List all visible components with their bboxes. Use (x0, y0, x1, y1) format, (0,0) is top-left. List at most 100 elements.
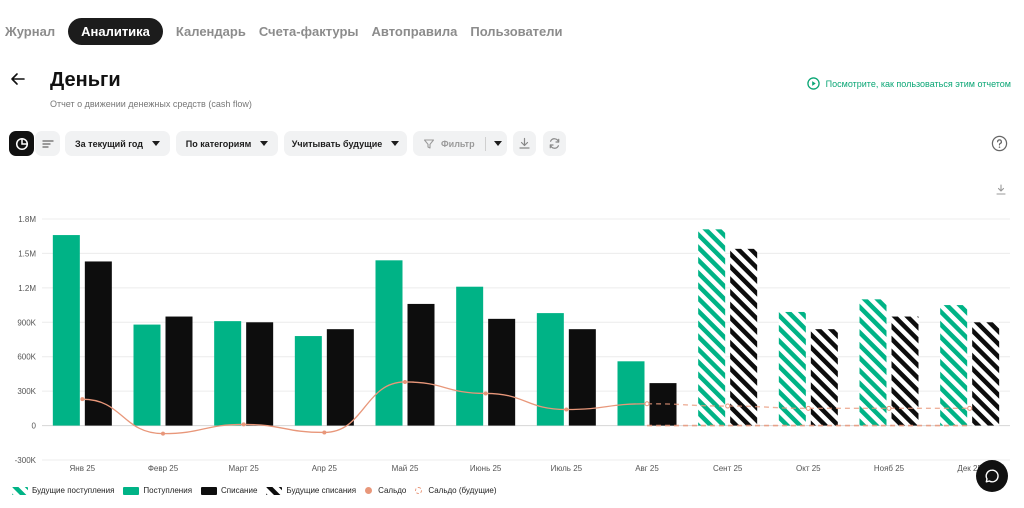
legend-label: Будущие списания (286, 486, 357, 495)
x-tick-label: Февр 25 (148, 464, 179, 473)
download-icon (519, 137, 530, 149)
hatch-green-swatch (12, 486, 28, 495)
legend-label: Сальдо (будущие) (428, 486, 497, 495)
download-button[interactable] (513, 131, 536, 156)
divider (484, 136, 486, 151)
chevron-down-icon (391, 141, 400, 146)
point-balance (322, 430, 327, 435)
bar-expense (246, 322, 274, 426)
legend-item-income[interactable]: Поступления (123, 486, 192, 495)
x-tick-label: Нояб 25 (874, 464, 905, 473)
refresh-button[interactable] (543, 131, 566, 156)
top-nav: Журнал Аналитика Календарь Счета-фактуры… (0, 18, 576, 45)
refresh-icon (549, 138, 560, 149)
x-tick-label: Апр 25 (312, 464, 338, 473)
bar-income-future (859, 299, 887, 426)
bar-income (456, 286, 484, 426)
period-dropdown[interactable]: За текущий год (65, 131, 170, 156)
bar-expense (568, 329, 596, 426)
line-balance (82, 381, 648, 435)
bar-expense (84, 261, 112, 426)
y-tick-label: -300K (15, 456, 37, 465)
bar-expense-future (810, 329, 838, 426)
point-balance (403, 379, 407, 384)
cash-flow-chart: -300K 0 300K 600K 900K 1.2M 1.5M 1.8M Янв 25 Фев… (15, 184, 1010, 473)
bar-income (294, 336, 322, 426)
y-tick-label: 1.8M (18, 215, 36, 224)
legend-label: Списание (221, 486, 258, 495)
bar-expense-future (891, 316, 919, 426)
x-tick-label: Май 25 (392, 464, 419, 473)
how-to-use-link[interactable]: Посмотрите, как пользоваться этим отчето… (806, 77, 1011, 90)
filter-label: Фильтр (441, 138, 475, 149)
tab-analytics[interactable]: Аналитика (68, 18, 163, 45)
bar-income (52, 235, 80, 426)
chevron-down-icon (493, 141, 502, 146)
chart-view-button[interactable] (9, 131, 34, 156)
bar-expense (649, 383, 677, 426)
pie-chart-icon (15, 137, 28, 150)
x-tick-label: Март 25 (229, 464, 260, 473)
point-balance-future (805, 405, 811, 411)
bar-expense (326, 329, 354, 426)
y-tick-label: 1.5M (18, 249, 36, 258)
tab-autorules[interactable]: Автоправила (371, 24, 458, 39)
legend-item-expense[interactable]: Списание (201, 486, 257, 495)
tab-users[interactable]: Пользователи (470, 24, 563, 39)
point-balance (483, 391, 488, 396)
future-dropdown[interactable]: Учитывать будущие (284, 131, 407, 156)
bar-expense (407, 303, 435, 426)
tab-invoices[interactable]: Счета-фактуры (258, 24, 359, 39)
bar-income-future (940, 305, 968, 426)
bar-income (375, 260, 403, 426)
legend-label: Будущие поступления (32, 486, 115, 495)
x-tick-label: Дек 25 (957, 464, 982, 473)
x-tick-label: Авг 25 (635, 464, 659, 473)
legend-item-future-expense[interactable]: Будущие списания (266, 486, 356, 495)
bar-income (214, 321, 242, 426)
page-subtitle: Отчет о движении денежных средств (cash … (50, 99, 252, 109)
page-title: Деньги (50, 69, 121, 91)
toolbar: За текущий год По категориям Учитывать б… (9, 131, 1012, 156)
play-circle-icon (806, 77, 820, 90)
bar-expense (165, 316, 193, 426)
chart-legend: Будущие поступления Поступления Списание… (12, 486, 506, 495)
bar-income (133, 324, 161, 426)
y-tick-label: 900K (17, 318, 36, 327)
help-icon[interactable] (991, 135, 1008, 152)
legend-item-balance[interactable]: Сальдо (365, 486, 406, 495)
back-arrow-icon[interactable] (9, 70, 27, 88)
point-balance-future (725, 403, 731, 409)
funnel-icon (423, 138, 435, 149)
y-tick-label: 300K (17, 387, 36, 396)
black-swatch (201, 486, 218, 495)
legend-label: Поступления (143, 486, 193, 495)
point-balance-future (886, 405, 892, 411)
grouping-dropdown[interactable]: По категориям (176, 131, 278, 156)
chat-button[interactable] (976, 460, 1008, 492)
y-tick-label: 0 (32, 422, 37, 431)
period-label: За текущий год (75, 138, 143, 149)
tab-calendar[interactable]: Календарь (175, 24, 246, 39)
point-balance-future (644, 401, 650, 407)
legend-item-balance-future[interactable]: Сальдо (будущие) (415, 486, 497, 495)
y-tick-label: 1.2M (18, 284, 36, 293)
bar-expense-future (972, 322, 1000, 426)
orange-dot-swatch (365, 487, 373, 494)
how-to-use-label: Посмотрите, как пользоваться этим отчето… (825, 78, 1011, 89)
hatch-black-swatch (266, 486, 283, 495)
x-tick-label: Окт 25 (796, 464, 821, 473)
filter-button[interactable]: Фильтр (413, 131, 507, 156)
x-tick-label: Июль 25 (551, 464, 583, 473)
point-balance (564, 407, 569, 412)
x-tick-label: Сент 25 (713, 464, 743, 473)
lines-icon (41, 139, 54, 148)
legend-item-future-income[interactable]: Будущие поступления (12, 486, 114, 495)
x-tick-label: Янв 25 (70, 464, 96, 473)
chart-download-icon[interactable] (996, 184, 1006, 195)
tab-journal[interactable]: Журнал (5, 24, 56, 39)
green-swatch (123, 486, 140, 495)
dashed-dot-swatch (415, 487, 423, 494)
bar-expense (488, 318, 516, 426)
table-view-button[interactable] (35, 131, 60, 156)
